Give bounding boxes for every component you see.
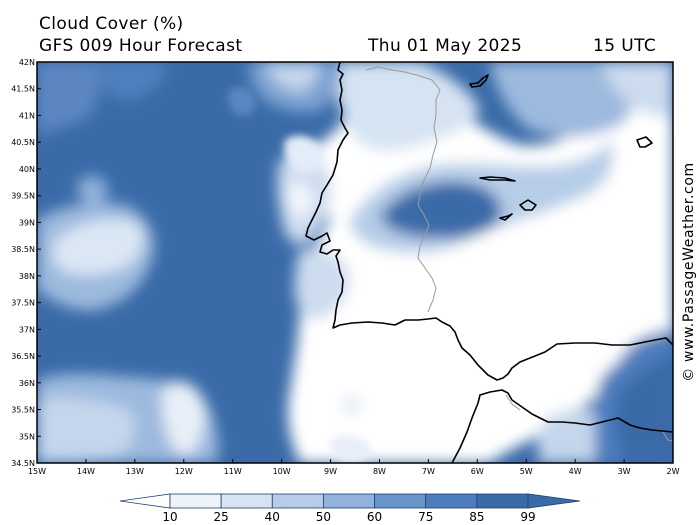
coastlines (305, 62, 673, 463)
colorbar-label: 60 (367, 510, 382, 524)
forecast-time: 15 UTC (593, 36, 657, 56)
colorbar-label: 40 (265, 510, 280, 524)
colorbar-high-arrow (527, 493, 581, 509)
lon-tick-label: 2W (667, 467, 680, 476)
lat-tick-label: 34.5N (11, 459, 35, 468)
lat-tick-label: 36.5N (11, 352, 35, 361)
colorbar-segment (220, 493, 273, 509)
lat-tick-label: 41.5N (11, 85, 35, 94)
colorbar-label: 25 (214, 510, 229, 524)
lat-tick-label: 41N (19, 111, 35, 120)
colorbar-label: 85 (469, 510, 484, 524)
lon-tick-label: 5W (520, 467, 533, 476)
lon-tick-label: 3W (618, 467, 631, 476)
lon-tick-label: 13W (126, 467, 144, 476)
credit-text: © www.PassageWeather.com (681, 162, 697, 381)
lon-tick-label: 8W (373, 467, 386, 476)
colorbar-label: 10 (162, 510, 177, 524)
lat-tick-label: 38.5N (11, 245, 35, 254)
map-frame (36, 61, 674, 464)
lon-tick-label: 7W (422, 467, 435, 476)
map-plot-area (37, 62, 673, 463)
lat-tick-label: 39.5N (11, 192, 35, 201)
lon-tick-label: 6W (471, 467, 484, 476)
lat-tick-label: 40N (19, 165, 35, 174)
lat-tick-label: 38N (19, 272, 35, 281)
colorbar-segment (323, 493, 375, 509)
lat-tick-label: 39N (19, 218, 35, 227)
colorbar-segment (271, 493, 324, 509)
lat-tick-label: 36N (19, 379, 35, 388)
lat-tick-label: 42N (19, 58, 35, 67)
colorbar-segment (476, 493, 529, 509)
lon-tick-label: 10W (273, 467, 291, 476)
lat-tick-label: 40.5N (11, 138, 35, 147)
lon-tick-label: 9W (324, 467, 337, 476)
colorbar-label: 50 (316, 510, 331, 524)
lat-tick-label: 35.5N (11, 406, 35, 415)
chart-title: Cloud Cover (%) (39, 14, 184, 34)
lon-tick-label: 11W (224, 467, 242, 476)
colorbar-low-arrow (119, 493, 171, 509)
colorbar-segment (169, 493, 222, 509)
lon-tick-label: 14W (77, 467, 95, 476)
lat-tick-label: 35N (19, 432, 35, 441)
colorbar-segment (425, 493, 478, 509)
colorbar: 10 25 40 50 60 75 85 99 (119, 493, 581, 524)
lon-tick-label: 15W (28, 467, 46, 476)
colorbar-label: 99 (520, 510, 535, 524)
colorbar-label: 75 (418, 510, 433, 524)
forecast-date: Thu 01 May 2025 (368, 36, 523, 56)
forecast-subtitle: GFS 009 Hour Forecast (39, 36, 243, 56)
axis-labels: 42N 41.5N 41N 40.5N 40N 39.5N 39N 38.5N 38N 37.5N… (11, 58, 679, 476)
colorbar-segment (374, 493, 427, 509)
lat-tick-label: 37N (19, 325, 35, 334)
lon-tick-label: 12W (175, 467, 193, 476)
lat-tick-label: 37.5N (11, 299, 35, 308)
cloud-cover-shading (37, 62, 673, 463)
cloud-cover-detail (228, 87, 372, 463)
lon-tick-label: 4W (569, 467, 582, 476)
land-borders (365, 66, 673, 442)
